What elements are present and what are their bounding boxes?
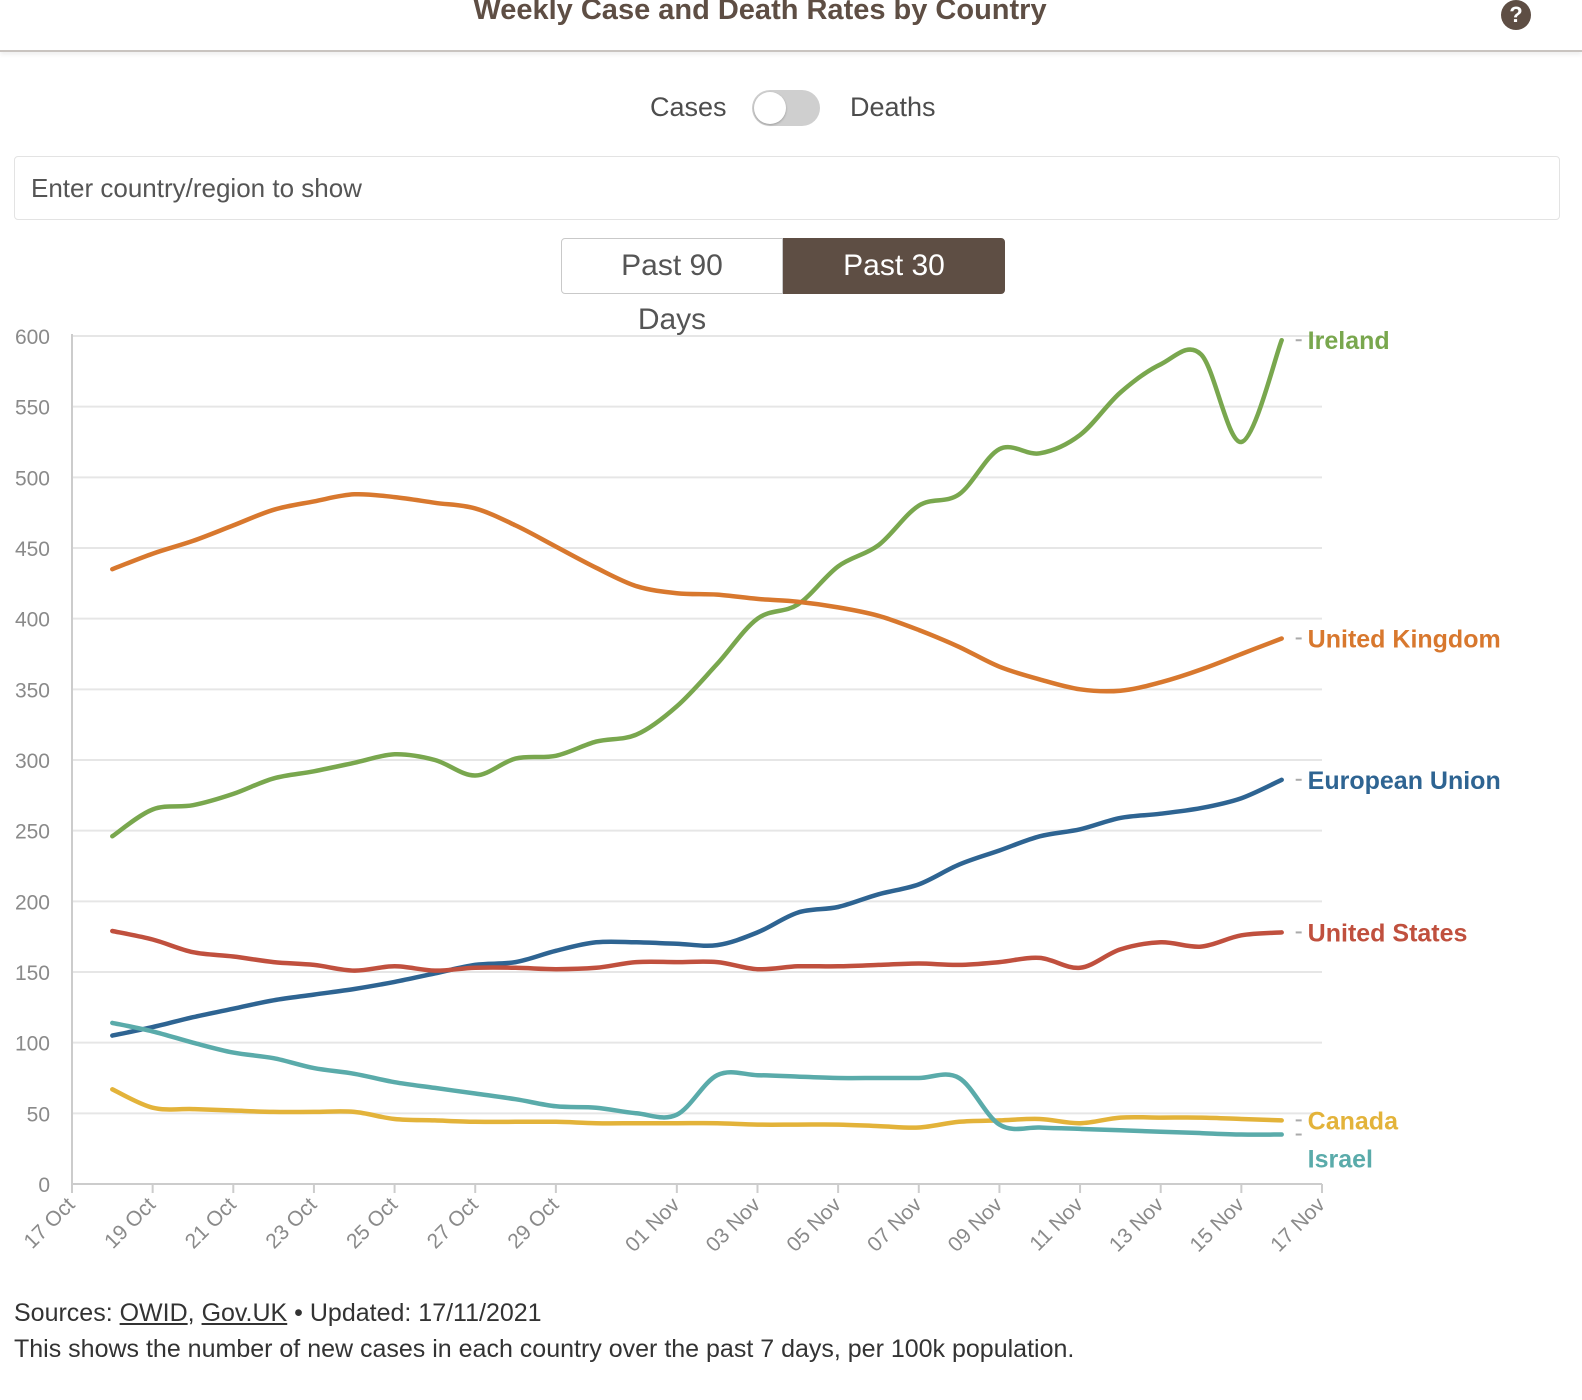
series-label-ireland: Ireland [1308, 327, 1390, 355]
y-tick-label: 550 [15, 397, 50, 420]
x-tick-label: 07 Nov [863, 1193, 927, 1257]
y-tick-label: 50 [27, 1103, 50, 1126]
question-circle-icon[interactable]: ? [1501, 0, 1531, 30]
cases-deaths-toggle-row: Cases Deaths [0, 88, 1582, 132]
chart-footer: Sources: OWID, Gov.UK • Updated: 17/11/2… [14, 1295, 1074, 1367]
x-tick-label: 09 Nov [944, 1193, 1008, 1257]
x-tick-label: 29 Oct [503, 1193, 563, 1253]
x-tick-label: 19 Oct [100, 1193, 160, 1253]
range-button-30-days[interactable]: Past 30 Days [783, 238, 1005, 336]
series-line-canada [110, 1087, 1284, 1130]
series-line-united-kingdom [110, 491, 1284, 694]
y-tick-label: 300 [15, 750, 50, 773]
y-tick-label: 500 [15, 467, 50, 490]
sources-line: Sources: OWID, Gov.UK • Updated: 17/11/2… [14, 1295, 1074, 1331]
x-tick-label: 15 Nov [1186, 1193, 1250, 1257]
country-search-input[interactable] [14, 156, 1560, 220]
series-line-ireland [110, 337, 1284, 839]
source-link-govuk[interactable]: Gov.UK [201, 1299, 288, 1327]
x-tick-label: 01 Nov [621, 1193, 685, 1257]
chart-description: This shows the number of new cases in ea… [14, 1335, 1075, 1363]
x-tick-label: 05 Nov [782, 1193, 846, 1257]
x-tick-label: 03 Nov [702, 1193, 766, 1257]
chart-header: Weekly Case and Death Rates by Country ? [0, 0, 1582, 52]
x-tick-label: 11 Nov [1025, 1193, 1088, 1256]
x-tick-label: 17 Nov [1266, 1193, 1330, 1257]
y-tick-label: 600 [15, 326, 50, 349]
x-tick-label: 17 Oct [20, 1193, 80, 1253]
y-tick-label: 150 [15, 962, 50, 985]
y-tick-label: 450 [15, 538, 50, 561]
toggle-label-deaths: Deaths [850, 92, 936, 122]
y-tick-label: 350 [15, 679, 50, 702]
series-label-canada: Canada [1308, 1107, 1399, 1135]
y-tick-label: 100 [15, 1033, 50, 1056]
toggle-label-cases: Cases [650, 92, 727, 122]
series-label-united-kingdom: United Kingdom [1308, 625, 1501, 653]
series-line-israel [110, 1020, 1284, 1137]
series-line-united-states [110, 928, 1284, 973]
switch-knob [754, 92, 786, 124]
x-tick-label: 21 Oct [181, 1193, 241, 1253]
x-tick-label: 25 Oct [342, 1193, 402, 1253]
cases-deaths-switch[interactable] [752, 90, 820, 126]
x-tick-label: 13 Nov [1105, 1193, 1169, 1257]
x-tick-label: 23 Oct [261, 1193, 321, 1253]
series-label-european-union: European Union [1308, 767, 1501, 795]
range-selector: Past 90 Days Past 30 Days [561, 238, 1005, 336]
y-tick-label: 250 [15, 821, 50, 844]
range-button-90-days[interactable]: Past 90 Days [561, 238, 783, 336]
line-chart: 0 50 100 150 200 250 300 350 400 450 500 550 600 17 O… [15, 326, 1501, 1257]
page-title: Weekly Case and Death Rates by Country [473, 0, 1047, 26]
y-tick-label: 200 [15, 891, 50, 914]
y-tick-label: 0 [38, 1174, 50, 1197]
sources-prefix: Sources: [14, 1299, 120, 1327]
series-label-united-states: United States [1308, 919, 1468, 947]
series-label-israel: Israel [1308, 1145, 1373, 1173]
sources-separator: , [187, 1299, 202, 1327]
x-tick-label: 27 Oct [423, 1193, 483, 1253]
updated-text: • Updated: 17/11/2021 [287, 1299, 542, 1327]
series-line-european-union [110, 777, 1284, 1038]
y-tick-label: 400 [15, 609, 50, 632]
source-link-owid[interactable]: OWID [119, 1299, 188, 1327]
